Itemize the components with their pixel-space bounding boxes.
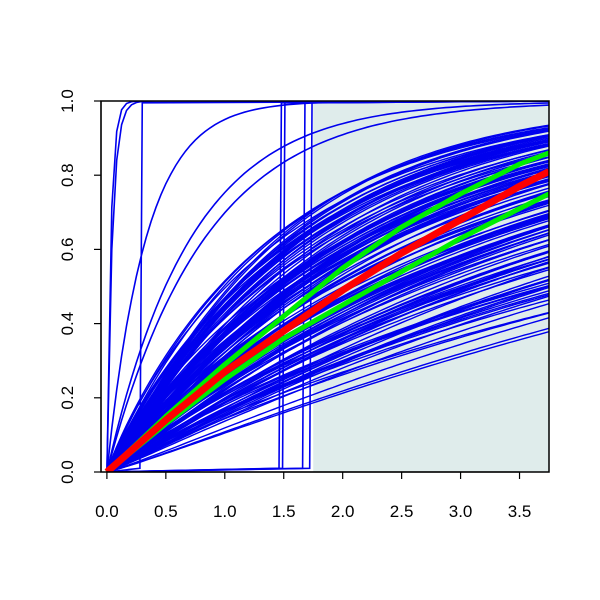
x-tick-label: 0.0: [95, 502, 119, 521]
sample-curve: [106, 145, 549, 472]
x-axis: 0.0 0.5 1.0 1.5 2.0 2.5 3.0 3.5: [95, 471, 532, 521]
sample-curve: [106, 245, 549, 472]
sample-curve: [106, 312, 549, 472]
sample-curve: [106, 179, 549, 472]
y-axis: 0.0 0.2 0.4 0.6 0.8 1.0: [58, 89, 102, 484]
sample-curve: [106, 327, 549, 472]
band-curves: [105, 150, 549, 472]
sample-curve: [106, 311, 549, 472]
band-upper-curve: [105, 150, 549, 472]
sample-curve: [106, 195, 549, 472]
y-tick-label: 0.6: [58, 238, 77, 262]
sample-curve: [106, 144, 549, 472]
sample-curve: [106, 282, 549, 472]
sample-curve: [106, 156, 549, 472]
sample-curve-outlier: [106, 139, 549, 472]
sample-curve: [106, 258, 549, 472]
y-tick-label: 0.8: [58, 163, 77, 187]
sample-curve-outlier: [106, 104, 549, 472]
x-tick-label: 1.0: [213, 502, 237, 521]
sample-curves: [106, 101, 549, 472]
central-curve-group: [104, 168, 549, 472]
x-tick-label: 3.5: [508, 502, 532, 521]
sample-curve-outlier: [106, 102, 549, 472]
sample-curve: [106, 167, 549, 472]
sample-curve: [106, 229, 549, 472]
sample-curve: [106, 159, 549, 472]
central-curve: [104, 168, 549, 472]
sample-curve: [106, 331, 549, 472]
x-tick-label: 0.5: [154, 502, 178, 521]
y-tick-label: 0.0: [58, 460, 77, 484]
sample-curve: [106, 255, 549, 472]
sample-curve: [106, 192, 549, 472]
x-tick-label: 3.0: [449, 502, 473, 521]
sample-curve: [106, 128, 549, 472]
sample-curve: [106, 174, 549, 472]
sample-curve: [106, 256, 549, 472]
sample-curve: [106, 292, 549, 472]
sample-curve: [106, 143, 549, 472]
x-tick-label: 2.5: [390, 502, 414, 521]
x-tick-label: 2.0: [331, 502, 355, 521]
sample-curve: [106, 232, 549, 472]
sample-curve: [106, 275, 549, 472]
x-tick-label: 1.5: [272, 502, 296, 521]
y-tick-label: 0.2: [58, 386, 77, 410]
sample-curve: [106, 125, 549, 472]
y-tick-label: 0.4: [58, 312, 77, 336]
sample-curve: [106, 303, 549, 472]
sample-curve: [106, 261, 549, 472]
sample-curve: [106, 295, 549, 472]
band-lower-curve: [105, 191, 549, 472]
sample-curve-outlier: [106, 101, 549, 472]
sample-curve: [106, 317, 549, 472]
y-tick-label: 1.0: [58, 89, 77, 113]
sample-curve-outlier: [106, 101, 549, 472]
